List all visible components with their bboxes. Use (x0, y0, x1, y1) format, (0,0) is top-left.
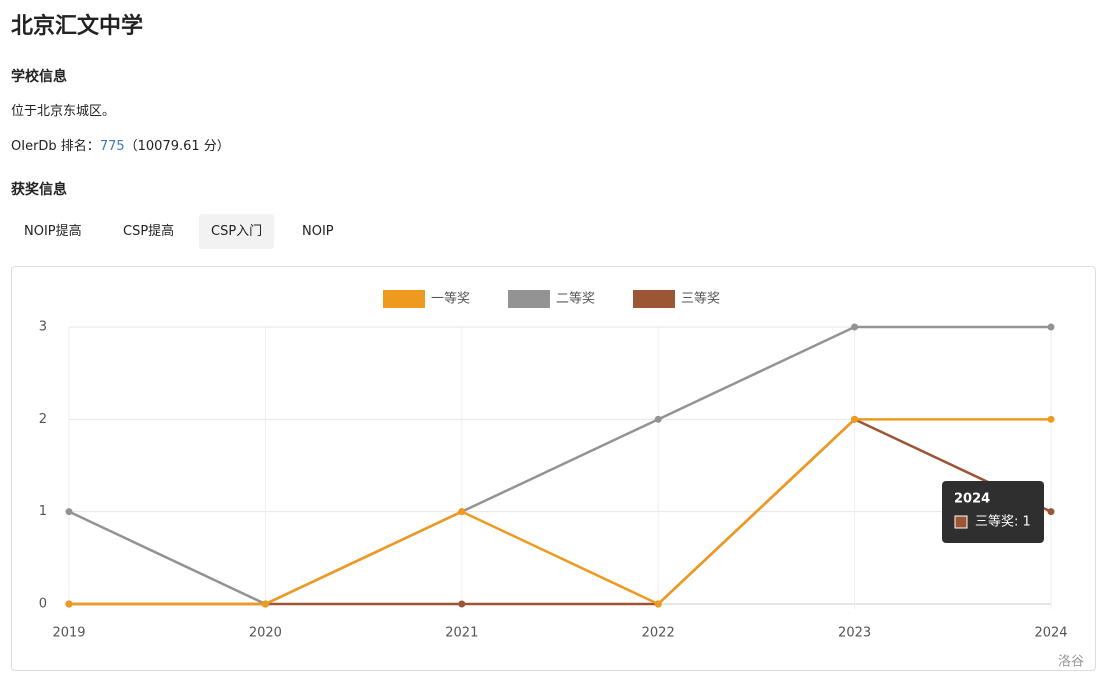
rank-line: OIerDb 排名：775（10079.61 分） (11, 135, 230, 154)
legend-swatch (508, 290, 550, 308)
data-point (1047, 415, 1055, 423)
location-text: 位于北京东城区。 (11, 104, 116, 119)
y-tick-label: 1 (39, 504, 47, 519)
x-tick-label: 2022 (642, 626, 675, 641)
page-title: 北京汇文中学 (11, 14, 144, 39)
y-tick-label: 2 (39, 412, 47, 427)
rank-link[interactable]: 775 (99, 139, 125, 154)
data-point (851, 323, 859, 331)
tab[interactable]: CSP入门 (199, 214, 275, 249)
x-tick-label: 2020 (249, 626, 282, 641)
chart-card (11, 266, 1096, 671)
tooltip-swatch (954, 515, 968, 529)
x-tick-label: 2021 (445, 626, 478, 641)
tooltip: 2024 三等奖: 1 (942, 481, 1044, 543)
data-point (654, 415, 662, 423)
data-point (654, 600, 662, 608)
series-line (69, 418, 1051, 606)
data-point (65, 600, 73, 608)
tab[interactable]: CSP提高 (123, 224, 175, 239)
data-point (851, 415, 859, 423)
watermark: 洛谷 (1058, 655, 1084, 670)
rank-label: OIerDb 排名： (11, 139, 100, 154)
rank-score: （10079.61 分） (124, 139, 230, 154)
data-point (1047, 508, 1055, 516)
legend-swatch (383, 290, 425, 308)
tooltip-text: 三等奖: 1 (975, 514, 1031, 530)
y-tick-label: 0 (39, 597, 47, 612)
data-point (458, 508, 466, 516)
data-point (65, 508, 73, 516)
legend-label: 三等奖 (681, 291, 720, 307)
series-line (68, 325, 1051, 606)
x-tick-label: 2023 (838, 626, 871, 641)
tooltip-title: 2024 (954, 492, 990, 507)
x-tick-label: 2019 (52, 626, 85, 641)
x-tick-label: 2024 (1034, 626, 1067, 641)
tab[interactable]: NOIP (302, 224, 334, 239)
legend-swatch (633, 290, 675, 308)
section-heading: 获奖信息 (11, 182, 67, 198)
legend-label: 二等奖 (556, 291, 595, 307)
data-point (261, 600, 269, 608)
section-heading: 学校信息 (11, 69, 67, 85)
legend-label: 一等奖 (431, 291, 470, 307)
tab[interactable]: NOIP提高 (24, 224, 82, 239)
tooltip-box (942, 481, 1044, 543)
data-point (458, 600, 466, 608)
y-tick-label: 3 (39, 320, 47, 335)
data-point (1047, 323, 1055, 331)
